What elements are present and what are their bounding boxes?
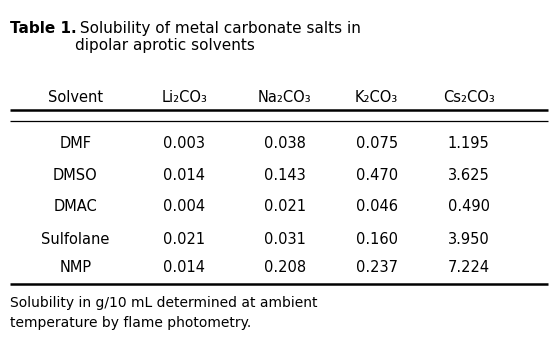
Text: 0.014: 0.014	[163, 168, 205, 182]
Text: 1.195: 1.195	[448, 136, 489, 151]
Text: DMAC: DMAC	[54, 199, 97, 214]
Text: DMSO: DMSO	[53, 168, 98, 182]
Text: 0.038: 0.038	[263, 136, 306, 151]
Text: 0.075: 0.075	[355, 136, 398, 151]
Text: Li₂CO₃: Li₂CO₃	[161, 91, 207, 105]
Text: 0.490: 0.490	[448, 199, 490, 214]
Text: NMP: NMP	[59, 260, 92, 275]
Text: Table 1.: Table 1.	[10, 21, 76, 36]
Text: 0.470: 0.470	[355, 168, 398, 182]
Text: Cs₂CO₃: Cs₂CO₃	[443, 91, 494, 105]
Text: 0.237: 0.237	[355, 260, 398, 275]
Text: 0.014: 0.014	[163, 260, 205, 275]
Text: 0.004: 0.004	[163, 199, 205, 214]
Text: 0.031: 0.031	[263, 232, 306, 247]
Text: 3.625: 3.625	[448, 168, 489, 182]
Text: 0.046: 0.046	[355, 199, 398, 214]
Text: Sulfolane: Sulfolane	[41, 232, 109, 247]
Text: 7.224: 7.224	[448, 260, 490, 275]
Text: 0.003: 0.003	[163, 136, 205, 151]
Text: 0.021: 0.021	[263, 199, 306, 214]
Text: K₂CO₃: K₂CO₃	[355, 91, 398, 105]
Text: 0.208: 0.208	[263, 260, 306, 275]
Text: 0.160: 0.160	[355, 232, 398, 247]
Text: Solubility of metal carbonate salts in
dipolar aprotic solvents: Solubility of metal carbonate salts in d…	[75, 21, 361, 54]
Text: Na₂CO₃: Na₂CO₃	[258, 91, 311, 105]
Text: 3.950: 3.950	[448, 232, 489, 247]
Text: DMF: DMF	[59, 136, 92, 151]
Text: 0.143: 0.143	[264, 168, 305, 182]
Text: 0.021: 0.021	[163, 232, 205, 247]
Text: Solubility in g/10 mL determined at ambient
temperature by flame photometry.: Solubility in g/10 mL determined at ambi…	[10, 296, 318, 330]
Text: Solvent: Solvent	[48, 91, 103, 105]
